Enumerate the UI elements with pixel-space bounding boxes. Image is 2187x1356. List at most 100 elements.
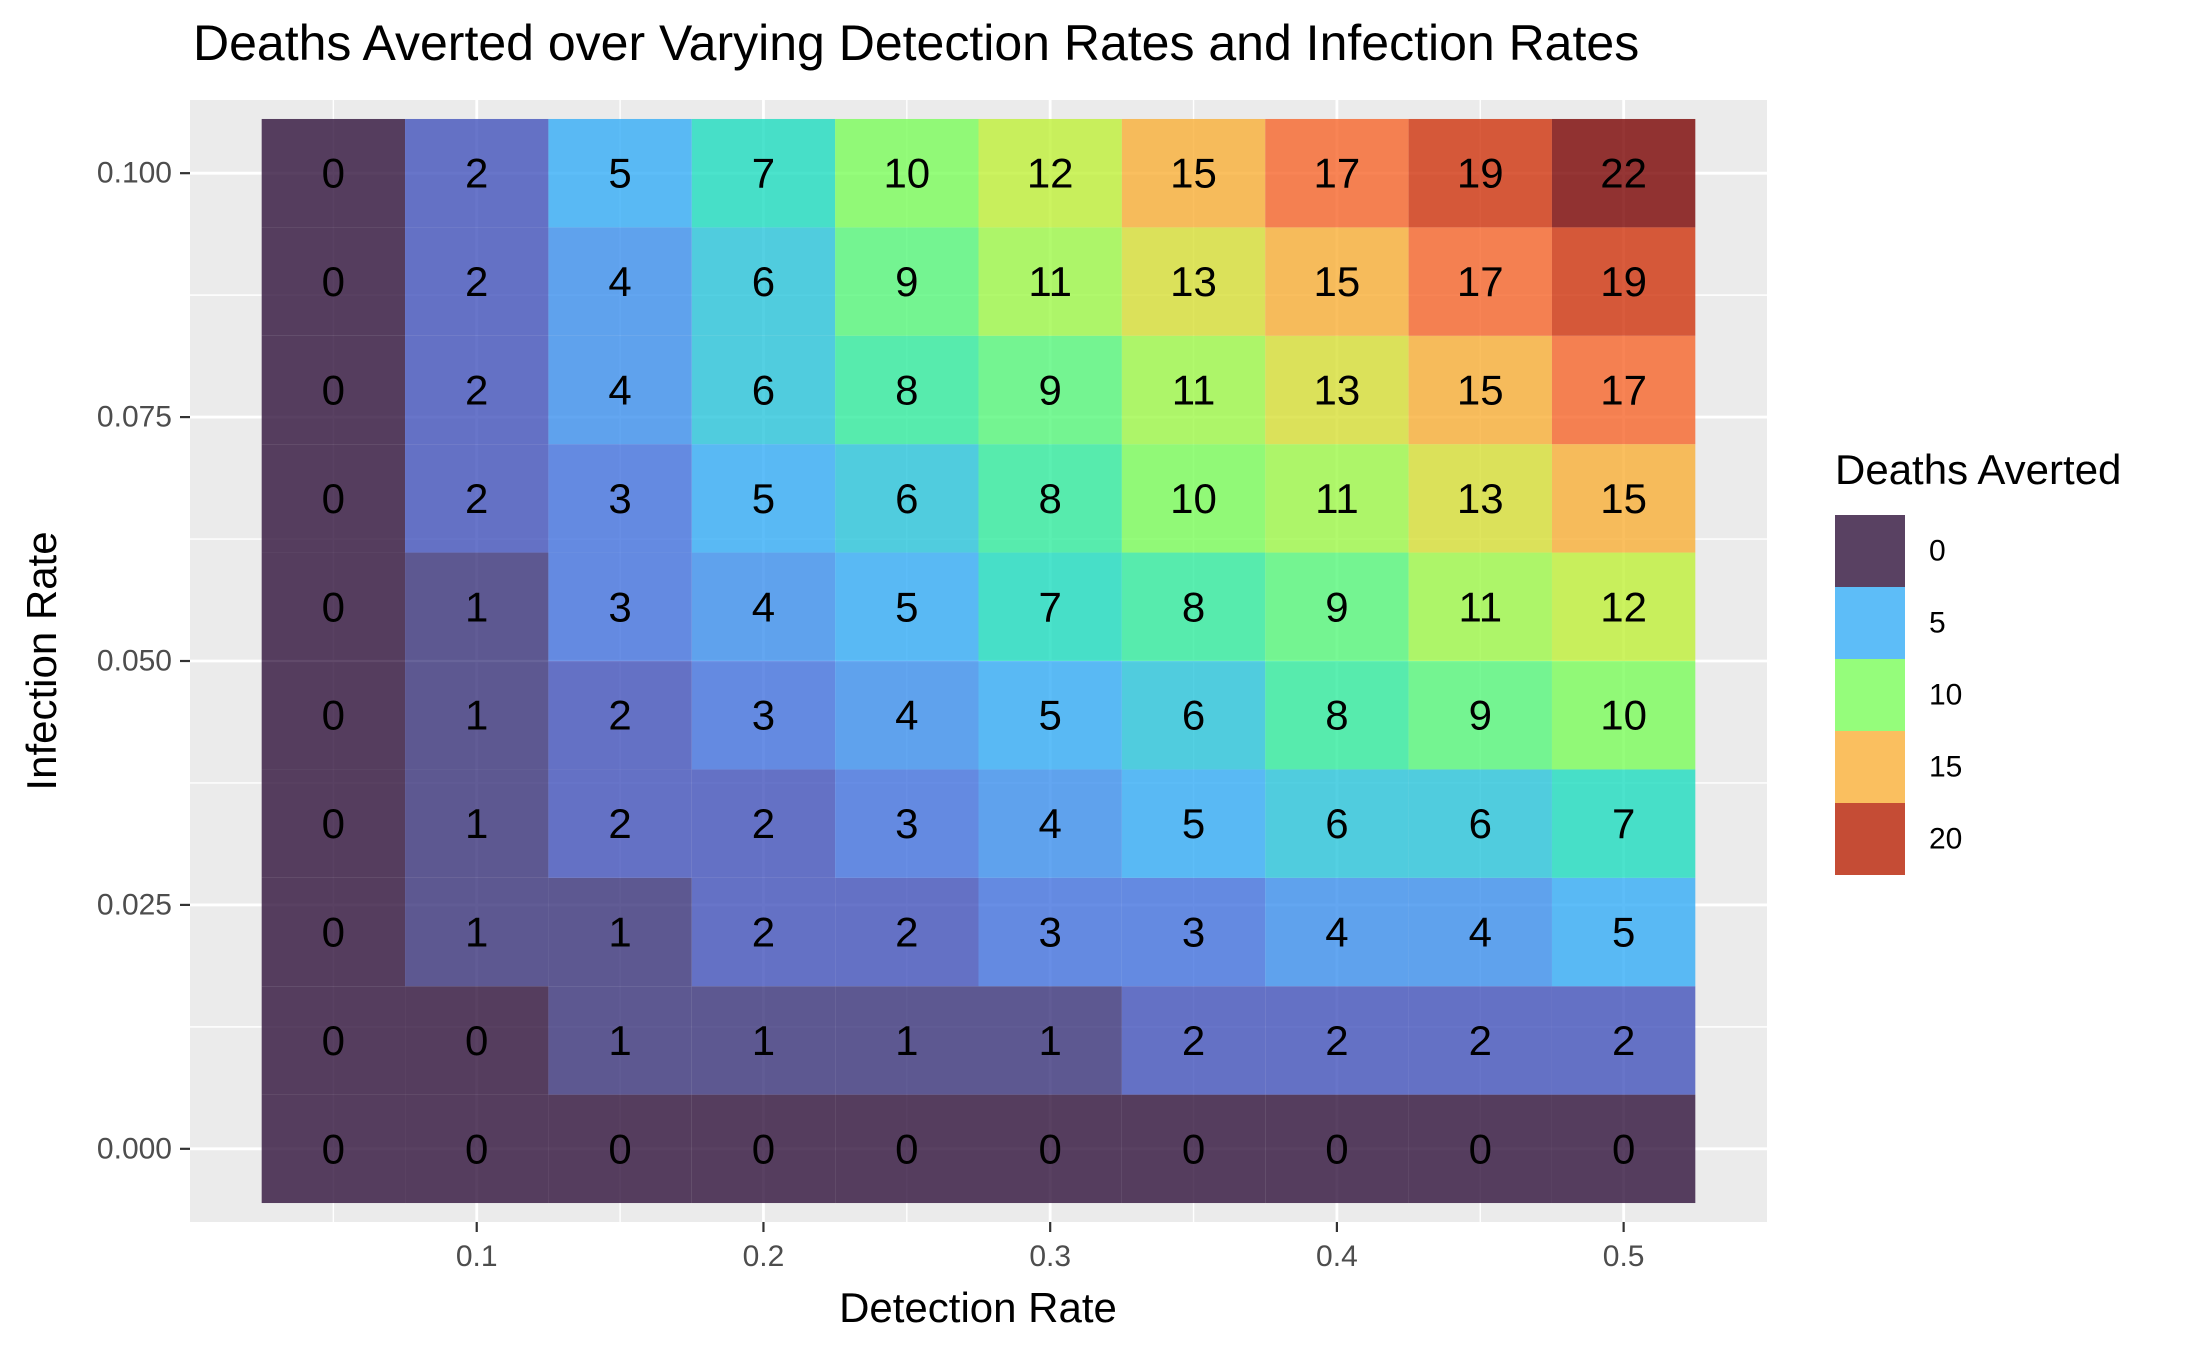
cell-value-label: 1	[465, 583, 488, 630]
cell-value-label: 1	[895, 1017, 918, 1064]
y-tick-label: 0.075	[97, 401, 172, 434]
heatmap-cell	[691, 552, 836, 661]
cell-value-label: 0	[1182, 1125, 1205, 1172]
cell-value-label: 1	[465, 692, 488, 739]
heatmap-cell	[691, 877, 836, 987]
cell-value-label: 7	[752, 150, 775, 197]
cell-value-label: 4	[608, 366, 631, 413]
y-tick-label: 0.025	[97, 888, 172, 921]
cell-value-label: 0	[1612, 1125, 1635, 1172]
cell-value-label: 15	[1600, 475, 1647, 522]
heatmap-cell	[691, 661, 836, 770]
cell-value-label: 4	[1469, 909, 1492, 956]
heatmap-cells	[261, 118, 1696, 1204]
cell-value-label: 0	[322, 909, 345, 956]
heatmap-cell	[261, 118, 406, 228]
heatmap-cell	[1551, 986, 1696, 1095]
heatmap-cell	[978, 986, 1122, 1095]
heatmap-cell	[1408, 1094, 1552, 1204]
cell-value-labels: 0 0 0 0 0 0 0 0 0 00 0 1 1 1 1 2 2 2 20 1 1 2 2 3 3 4 4 50 1 2 2 3 4 5 6 6 7…	[322, 150, 1647, 1173]
cell-value-label: 6	[1469, 800, 1492, 847]
heatmap-cell	[978, 552, 1122, 661]
cell-value-label: 17	[1457, 258, 1504, 305]
heatmap-cell	[405, 661, 549, 770]
heatmap-cell	[261, 552, 406, 661]
cell-value-label: 12	[1600, 583, 1647, 630]
cell-value-label: 15	[1170, 150, 1217, 197]
cell-value-label: 1	[752, 1017, 775, 1064]
cell-value-label: 2	[465, 475, 488, 522]
cell-value-label: 19	[1600, 258, 1647, 305]
heatmap-cell	[405, 118, 549, 228]
heatmap-cell	[835, 227, 979, 336]
cell-value-label: 10	[1170, 475, 1217, 522]
heatmap-cell	[691, 986, 836, 1095]
heatmap-cell	[1408, 444, 1552, 553]
heatmap-cell	[691, 227, 836, 336]
heatmap-cell	[548, 769, 692, 878]
cell-value-label: 0	[895, 1125, 918, 1172]
heatmap-cell	[261, 769, 406, 878]
cell-value-label: 4	[608, 258, 631, 305]
y-tick-label: 0.000	[97, 1132, 172, 1165]
heatmap-cell	[1408, 552, 1552, 661]
heatmap-cell	[1408, 335, 1552, 445]
cell-value-label: 11	[1458, 583, 1502, 630]
cell-value-label: 0	[322, 1017, 345, 1064]
axes: 0.1 0.2 0.3 0.4 0.5 0.000 0.025 0.050 0.075 0.100	[97, 157, 1645, 1273]
cell-value-label: 8	[1039, 475, 1062, 522]
heatmap-cell	[261, 986, 406, 1095]
heatmap-cell	[1551, 118, 1696, 228]
heatmap-cell	[1408, 227, 1552, 336]
y-axis-label: Infection Rate	[18, 531, 65, 790]
cell-value-label: 2	[1469, 1017, 1492, 1064]
legend-label: 20	[1929, 823, 1962, 856]
heatmap-cell	[1551, 227, 1696, 336]
cell-value-label: 1	[608, 909, 631, 956]
cell-value-label: 7	[1039, 583, 1062, 630]
cell-value-label: 2	[465, 258, 488, 305]
heatmap-cell	[1265, 769, 1409, 878]
heatmap-cell	[1408, 769, 1552, 878]
legend-label: 0	[1929, 535, 1946, 568]
heatmap-cell	[835, 986, 979, 1095]
heatmap-cell	[1121, 552, 1266, 661]
cell-value-label: 19	[1457, 150, 1504, 197]
heatmap-cell	[691, 118, 836, 228]
heatmap-cell	[1551, 661, 1696, 770]
heatmap-cell	[1265, 877, 1409, 987]
heatmap-cell	[405, 1094, 549, 1204]
cell-value-label: 3	[608, 583, 631, 630]
heatmap-cell	[548, 986, 692, 1095]
cell-value-label: 3	[1039, 909, 1062, 956]
heatmap-cell	[1121, 227, 1266, 336]
cell-value-label: 1	[465, 800, 488, 847]
heatmap-cell	[1265, 444, 1409, 553]
heatmap-cell	[548, 335, 692, 445]
cell-value-label: 6	[752, 258, 775, 305]
heatmap-cell	[548, 118, 692, 228]
heatmap-cell	[1121, 444, 1266, 553]
cell-value-label: 17	[1314, 150, 1361, 197]
cell-value-label: 2	[1182, 1017, 1205, 1064]
cell-value-label: 0	[322, 150, 345, 197]
cell-value-label: 9	[1325, 583, 1348, 630]
cell-value-label: 6	[895, 475, 918, 522]
heatmap-cell	[1551, 769, 1696, 878]
x-tick-label: 0.3	[1029, 1240, 1071, 1273]
cell-value-label: 22	[1600, 150, 1647, 197]
cell-value-label: 5	[1039, 692, 1062, 739]
y-tick-label: 0.100	[97, 157, 172, 190]
heatmap-cell	[978, 661, 1122, 770]
cell-value-label: 10	[1600, 692, 1647, 739]
heatmap-cell	[978, 444, 1122, 553]
cell-value-label: 0	[1039, 1125, 1062, 1172]
cell-value-label: 0	[1469, 1125, 1492, 1172]
heatmap-cell	[405, 335, 549, 445]
cell-value-label: 13	[1457, 475, 1504, 522]
chart-title: Deaths Averted over Varying Detection Ra…	[193, 15, 1639, 71]
cell-value-label: 2	[1325, 1017, 1348, 1064]
x-tick-label: 0.4	[1316, 1240, 1358, 1273]
